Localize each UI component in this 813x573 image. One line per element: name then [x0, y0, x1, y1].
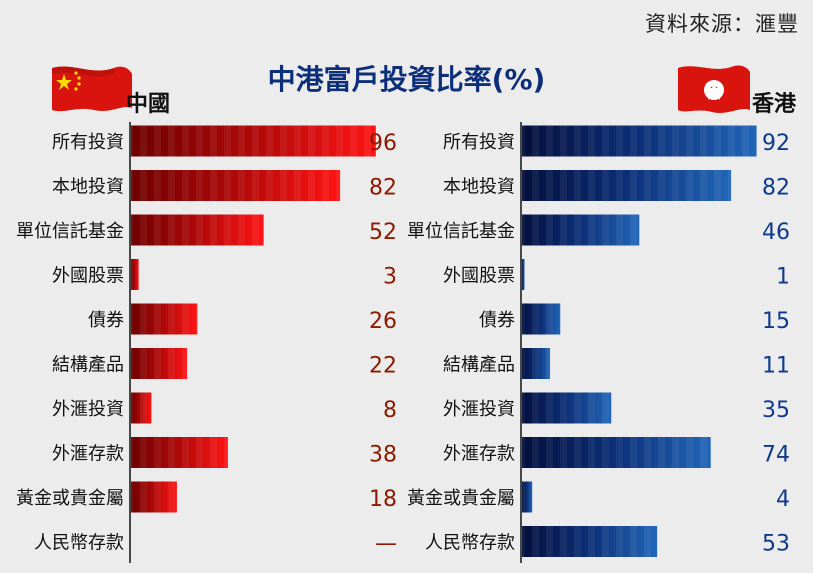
- bar-texture: [131, 214, 264, 246]
- category-label: 單位信託基金: [16, 221, 124, 242]
- category-label: 外滙存款: [52, 444, 124, 465]
- bar-texture: [522, 259, 525, 290]
- bar-texture: [131, 437, 228, 468]
- category-label: 本地投資: [443, 177, 515, 198]
- category-label: 債券: [479, 310, 515, 331]
- value-label: 22: [369, 354, 397, 379]
- bar-texture: [131, 170, 341, 201]
- value-label: 35: [762, 398, 790, 423]
- value-label: 82: [762, 176, 790, 201]
- value-label: 1: [776, 265, 790, 290]
- bar-texture: [522, 348, 551, 379]
- value-label: 8: [383, 398, 397, 423]
- source-note: 資料來源：滙豐: [645, 12, 799, 36]
- china-flag-icon: [52, 66, 132, 112]
- value-label: 38: [369, 443, 397, 468]
- value-label: 74: [762, 443, 790, 468]
- bar-texture: [131, 125, 376, 157]
- category-label: 外滙存款: [443, 444, 515, 465]
- bar-texture: [522, 214, 640, 246]
- category-label: 所有投資: [52, 132, 124, 153]
- hong-kong-flag-icon: [678, 65, 750, 113]
- value-label: 46: [762, 220, 790, 245]
- bar-texture: [522, 170, 732, 201]
- category-label: 外滙投資: [443, 399, 515, 420]
- category-label: 外國股票: [52, 266, 124, 287]
- value-label: 11: [762, 354, 790, 379]
- bar-texture: [131, 348, 188, 379]
- value-label: 96: [369, 131, 397, 156]
- category-label: 所有投資: [443, 132, 515, 153]
- category-label: 結構產品: [52, 355, 124, 376]
- value-label: 18: [369, 487, 397, 512]
- value-label: 82: [369, 176, 397, 201]
- hong-kong-bar-chart: 所有投資 92 本地投資 82 單位信託基金 46 外國股票 1 債券 15 結構產品 11 外滙投資 3…: [407, 122, 790, 563]
- category-label: 人民幣存款: [425, 533, 515, 554]
- category-label: 單位信託基金: [407, 221, 515, 242]
- category-label: 結構產品: [443, 355, 515, 376]
- category-label: 債券: [88, 310, 124, 331]
- bar-texture: [522, 125, 757, 157]
- value-label: —: [375, 532, 397, 557]
- category-label: 人民幣存款: [34, 533, 124, 554]
- category-label: 本地投資: [52, 177, 124, 198]
- category-label: 外滙投資: [52, 399, 124, 420]
- value-label: 52: [369, 220, 397, 245]
- value-label: 4: [776, 487, 790, 512]
- bar-texture: [131, 303, 198, 335]
- hong-kong-region-label: 香港: [752, 92, 797, 117]
- category-label: 黃金或貴金屬: [16, 488, 124, 509]
- china-bar-chart: 所有投資 96 本地投資 82 單位信託基金 52 外國股票 3 債券 26 結構產品 22 外滙投資 8…: [16, 122, 397, 563]
- category-label: 外國股票: [443, 266, 515, 287]
- value-label: 15: [762, 309, 790, 334]
- value-label: 92: [762, 131, 790, 156]
- china-region-label: 中國: [126, 92, 171, 117]
- bar-texture: [522, 481, 533, 513]
- bar-texture: [131, 481, 177, 513]
- bar-texture: [131, 392, 152, 424]
- value-label: 3: [383, 265, 397, 290]
- bar-texture: [522, 303, 561, 335]
- bar-texture: [522, 526, 658, 557]
- chart-title: 中港富戶投資比率(%): [267, 63, 546, 96]
- bar-texture: [522, 437, 711, 468]
- category-label: 黃金或貴金屬: [407, 488, 515, 509]
- bar-texture: [522, 392, 612, 424]
- value-label: 26: [369, 309, 397, 334]
- value-label: 53: [762, 532, 790, 557]
- bar-texture: [131, 259, 139, 290]
